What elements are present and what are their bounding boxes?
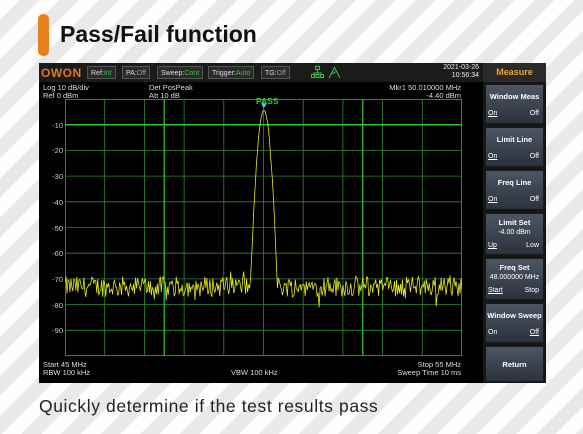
scale-info: Log 10 dB/div Ref 0 dBm: [43, 84, 89, 100]
start-info: Start 45 MHz RBW 100 kHz: [43, 361, 90, 377]
rbw-text: RBW 100 kHz: [43, 368, 91, 377]
trigger-status[interactable]: Trigger:Auto: [208, 66, 255, 79]
y-tick-label: -80: [52, 300, 63, 310]
window-sweep-off[interactable]: Off: [529, 329, 539, 336]
freq-line-on[interactable]: On: [488, 196, 498, 203]
spectrum-trace: [65, 109, 462, 308]
vbw-text: VBW 100 kHz: [231, 368, 278, 377]
usb-icon: [311, 66, 324, 78]
spectrum-svg: [65, 99, 462, 356]
menu-title: Measure: [483, 63, 546, 82]
return-title: Return: [502, 360, 527, 369]
pa-status[interactable]: PA:Off: [122, 66, 150, 79]
ref-value: Int: [103, 70, 112, 77]
limit-line-title: Limit Line: [496, 135, 533, 144]
y-tick-label: -50: [52, 223, 63, 233]
limit-line-on[interactable]: On: [488, 153, 498, 160]
window-sweep-title: Window Sweep: [487, 311, 542, 320]
y-tick-label: -20: [52, 146, 63, 156]
date: 2021-03-26: [443, 64, 479, 71]
y-tick-label: -30: [52, 172, 63, 182]
marker-info: Mkr1 50.010000 MHz -4.40 dBm: [369, 84, 461, 100]
sweep-triangle-icon: [328, 66, 341, 79]
pa-value: Off: [136, 70, 146, 77]
sweep-value: Cont: [184, 70, 200, 77]
spectrum-plot[interactable]: [65, 99, 462, 356]
y-tick-label: -90: [52, 326, 63, 336]
date-time: 2021-03-26 10:56:34: [419, 64, 479, 80]
freq-set-button[interactable]: Freq Set 48.000000 MHz Start Stop: [485, 258, 544, 300]
limit-set-value: -4.00 dBm: [498, 229, 531, 236]
pass-indicator: PASS: [256, 96, 279, 106]
limit-set-low[interactable]: Low: [526, 242, 539, 249]
limit-line-button[interactable]: Limit Line On Off: [485, 127, 544, 167]
window-meas-title: Window Meas: [489, 92, 540, 101]
marker-freq: Mkr1 50.010000 MHz: [389, 83, 461, 92]
y-tick-label: -60: [52, 249, 63, 259]
window-meas-button[interactable]: Window Meas On Off: [485, 84, 544, 124]
limit-set-up[interactable]: Up: [488, 242, 497, 249]
analyzer-screen: OWON Ref:Int PA:Off Sweep:Cont Trigger:A…: [39, 63, 546, 383]
y-tick-label: -40: [52, 197, 63, 207]
ref-level-text: Ref 0 dBm: [43, 91, 79, 100]
y-tick-label: -10: [52, 120, 63, 130]
limit-set-button[interactable]: Limit Set -4.00 dBm Up Low: [485, 213, 544, 255]
window-meas-on[interactable]: On: [488, 110, 498, 117]
detector-info: Det PosPeak Att 10 dB: [149, 84, 193, 100]
freq-line-button[interactable]: Freq Line On Off: [485, 170, 544, 210]
status-bar: OWON Ref:Int PA:Off Sweep:Cont Trigger:A…: [39, 63, 546, 82]
tg-value: Off: [276, 70, 286, 77]
page-title: Pass/Fail function: [60, 21, 257, 47]
sweep-status[interactable]: Sweep:Cont: [157, 66, 204, 79]
accent-bar: [38, 14, 49, 56]
freq-set-value: 48.000000 MHz: [489, 274, 540, 281]
time: 10:56:34: [451, 72, 479, 79]
freq-line-title: Freq Line: [497, 178, 532, 187]
freq-set-start[interactable]: Start: [488, 287, 503, 294]
marker-1-icon: [260, 103, 267, 109]
window-sweep-on[interactable]: On: [488, 329, 498, 336]
freq-set-stop[interactable]: Stop: [524, 287, 539, 294]
trigger-value: Auto: [235, 70, 251, 77]
sweep-label: Sweep:: [161, 70, 185, 77]
owon-logo: OWON: [41, 66, 82, 80]
start-text: Start 45 MHz: [43, 360, 87, 369]
limit-set-title: Limit Set: [498, 218, 531, 227]
attenuation-text: Att 10 dB: [149, 91, 180, 100]
pa-label: PA:: [126, 70, 137, 77]
window-sweep-button[interactable]: Window Sweep On Off: [485, 303, 544, 343]
trigger-label: Trigger:: [212, 70, 236, 77]
marker-level: -4.40 dBm: [426, 91, 461, 100]
ref-label: Ref:: [91, 70, 104, 77]
tg-status[interactable]: TG:Off: [261, 66, 290, 79]
tg-label: TG:: [265, 70, 277, 77]
detector-text: Det PosPeak: [149, 83, 193, 92]
return-button[interactable]: Return: [485, 346, 544, 382]
soft-menu: Window Meas On Off Limit Line On Off Fre…: [483, 82, 546, 383]
freq-line-off[interactable]: Off: [529, 196, 539, 203]
ref-status[interactable]: Ref:Int: [87, 66, 116, 79]
window-meas-off[interactable]: Off: [529, 110, 539, 117]
stop-info: Stop 55 MHz Sweep Time 10 ms: [369, 361, 461, 377]
sweep-time-text: Sweep Time 10 ms: [397, 368, 461, 377]
scale-text: Log 10 dB/div: [43, 83, 89, 92]
y-tick-label: -70: [52, 274, 63, 284]
caption: Quickly determine if the test results pa…: [39, 396, 379, 416]
stop-text: Stop 55 MHz: [417, 360, 461, 369]
limit-line-off[interactable]: Off: [529, 153, 539, 160]
freq-set-title: Freq Set: [499, 263, 530, 272]
